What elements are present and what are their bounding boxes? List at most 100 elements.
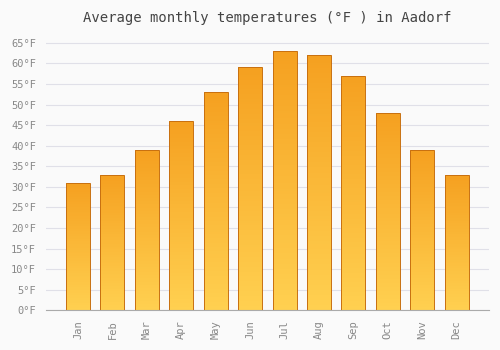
Bar xyxy=(444,305,469,306)
Bar xyxy=(444,297,469,298)
Bar xyxy=(238,286,262,288)
Bar xyxy=(100,176,124,177)
Bar xyxy=(342,88,365,90)
Bar xyxy=(66,257,90,258)
Bar xyxy=(376,218,400,219)
Bar xyxy=(272,98,296,100)
Bar xyxy=(376,148,400,150)
Bar xyxy=(410,150,434,310)
Bar xyxy=(204,236,228,238)
Bar xyxy=(272,282,296,285)
Bar xyxy=(342,144,365,146)
Bar xyxy=(238,254,262,257)
Bar xyxy=(307,254,331,257)
Bar xyxy=(66,234,90,235)
Bar xyxy=(169,256,194,257)
Bar xyxy=(272,155,296,158)
Bar xyxy=(66,265,90,266)
Bar xyxy=(135,299,159,301)
Bar xyxy=(238,196,262,199)
Bar xyxy=(376,299,400,301)
Bar xyxy=(307,214,331,216)
Bar xyxy=(169,146,194,148)
Bar xyxy=(410,190,434,191)
Bar xyxy=(376,253,400,255)
Bar xyxy=(100,196,124,198)
Bar xyxy=(410,270,434,272)
Bar xyxy=(376,131,400,133)
Bar xyxy=(444,260,469,261)
Bar xyxy=(238,114,262,116)
Bar xyxy=(307,142,331,145)
Bar xyxy=(410,195,434,196)
Bar xyxy=(204,282,228,284)
Bar xyxy=(66,201,90,202)
Bar xyxy=(307,160,331,162)
Bar xyxy=(342,116,365,118)
Bar xyxy=(135,238,159,240)
Bar xyxy=(376,190,400,192)
Bar xyxy=(66,286,90,287)
Bar xyxy=(100,219,124,221)
Bar xyxy=(410,230,434,232)
Bar xyxy=(66,197,90,198)
Bar xyxy=(204,177,228,180)
Bar xyxy=(169,161,194,163)
Bar xyxy=(66,277,90,279)
Bar xyxy=(204,103,228,105)
Bar xyxy=(272,235,296,238)
Bar xyxy=(272,290,296,292)
Bar xyxy=(66,183,90,184)
Bar xyxy=(307,132,331,134)
Bar xyxy=(410,289,434,291)
Bar xyxy=(204,221,228,223)
Bar xyxy=(342,261,365,264)
Bar xyxy=(307,285,331,287)
Bar xyxy=(66,249,90,251)
Bar xyxy=(204,230,228,232)
Bar xyxy=(238,247,262,250)
Bar xyxy=(238,140,262,143)
Bar xyxy=(342,278,365,280)
Bar xyxy=(100,259,124,260)
Bar xyxy=(100,268,124,270)
Bar xyxy=(307,88,331,91)
Bar xyxy=(100,286,124,287)
Bar xyxy=(444,225,469,226)
Bar xyxy=(238,298,262,301)
Bar xyxy=(66,300,90,301)
Bar xyxy=(342,235,365,238)
Bar xyxy=(100,308,124,309)
Bar xyxy=(66,230,90,231)
Bar xyxy=(238,303,262,306)
Bar xyxy=(272,261,296,264)
Bar xyxy=(204,269,228,271)
Bar xyxy=(66,193,90,194)
Bar xyxy=(444,309,469,310)
Bar xyxy=(410,172,434,174)
Bar xyxy=(135,243,159,245)
Bar xyxy=(169,278,194,280)
Bar xyxy=(342,90,365,92)
Bar xyxy=(66,240,90,241)
Bar xyxy=(238,262,262,264)
Bar xyxy=(410,261,434,262)
Bar xyxy=(272,300,296,303)
Bar xyxy=(272,77,296,79)
Bar xyxy=(376,139,400,140)
Bar xyxy=(376,245,400,247)
Bar xyxy=(100,206,124,207)
Bar xyxy=(66,268,90,270)
Bar xyxy=(135,293,159,294)
Bar xyxy=(410,209,434,211)
Bar xyxy=(204,208,228,210)
Bar xyxy=(376,125,400,127)
Bar xyxy=(238,102,262,104)
Bar xyxy=(307,55,331,310)
Bar xyxy=(307,287,331,290)
Bar xyxy=(272,136,296,139)
Bar xyxy=(410,196,434,198)
Bar xyxy=(410,171,434,172)
Bar xyxy=(307,178,331,180)
Bar xyxy=(169,214,194,216)
